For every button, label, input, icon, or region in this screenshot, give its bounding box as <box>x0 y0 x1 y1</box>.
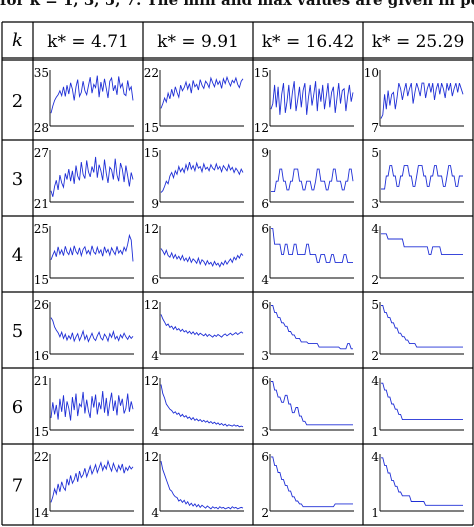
plot-r7-c2-ymax-label: 12 <box>144 450 159 464</box>
plot-r3-c3-ymax-label: 9 <box>261 146 269 160</box>
plot-r5-c3-ymax-label: 6 <box>261 298 269 312</box>
plot-r5-c4-series-line <box>381 305 463 348</box>
plot-r7-c4-ymax-label: 4 <box>371 450 379 464</box>
plot-r3-c2-series-line <box>160 161 244 193</box>
plot-r6-c2-ymin-label: 4 <box>151 425 159 439</box>
plot-r2-c1-series-line <box>50 75 134 114</box>
plot-r6-c1-series-line <box>50 390 134 421</box>
plot-r4-c1-ymax-label: 25 <box>34 222 49 236</box>
plot-r7-c3-ymax-label: 6 <box>261 450 269 464</box>
plot-r2-c4-series-line <box>380 82 464 119</box>
plot-r7-c1-series-line <box>50 459 134 503</box>
plot-r6-c4-ymax-label: 4 <box>371 374 379 388</box>
plot-r7-c2-ymin-label: 4 <box>151 506 159 520</box>
plot-r3-c1-ymin-label: 21 <box>34 197 49 211</box>
plot-r2-c1-ymin-label: 28 <box>34 121 49 135</box>
row-k-label-7: 7 <box>12 476 23 497</box>
plot-r4-c4-ymin-label: 2 <box>371 273 379 287</box>
plot-r2-c2-ymax-label: 22 <box>144 66 159 80</box>
plot-r5-c1-ymax-label: 26 <box>34 298 49 312</box>
row-k-label-5: 5 <box>12 321 23 342</box>
plot-r4-c2-ymin-label: 6 <box>151 273 159 287</box>
plot-r2-c3-series-line <box>270 81 354 115</box>
plot-r5-c2-ymin-label: 4 <box>151 349 159 363</box>
plot-r5-c2-series-line <box>160 314 244 338</box>
plot-r7-c1-ymax-label: 22 <box>34 450 49 464</box>
plot-r3-c3-series-line <box>271 168 354 193</box>
plot-r6-c4-series-line <box>381 382 463 421</box>
plot-r2-c1-ymax-label: 35 <box>34 66 49 80</box>
plot-r5-c1-series-line <box>50 317 134 343</box>
plot-r3-c2-ymin-label: 9 <box>151 197 159 211</box>
table-caption: for k = 1, 3, 5, 7. The min and max valu… <box>0 0 474 9</box>
plot-r4-c2-series-line <box>160 248 244 268</box>
plot-r2-c3-ymax-label: 15 <box>254 66 269 80</box>
plot-r3-c2-ymax-label: 15 <box>144 146 159 160</box>
plot-r2-c4-ymin-label: 7 <box>371 121 379 135</box>
plot-r3-c3-ymin-label: 6 <box>261 197 269 211</box>
plot-r6-c3-ymax-label: 6 <box>261 374 269 388</box>
plot-r7-c4-series-line <box>381 457 463 506</box>
plot-r3-c4-ymin-label: 3 <box>371 197 379 211</box>
plot-r6-c4-ymin-label: 1 <box>371 425 379 439</box>
row-k-label-3: 3 <box>12 169 23 190</box>
plot-r4-c3-ymax-label: 6 <box>261 222 269 236</box>
plot-r2-c2-ymin-label: 15 <box>144 121 159 135</box>
plot-r4-c3-series-line <box>271 228 353 263</box>
row-k-label-6: 6 <box>12 397 23 418</box>
plot-r2-c2-series-line <box>160 75 244 109</box>
plot-r5-c2-ymax-label: 12 <box>144 298 159 312</box>
row-k-label-4: 4 <box>12 245 23 266</box>
plot-r3-c1-ymax-label: 27 <box>34 146 49 160</box>
plot-r5-c4-ymax-label: 5 <box>371 298 379 312</box>
plot-r6-c3-ymin-label: 3 <box>261 425 269 439</box>
header-kstar-1: k* = 4.71 <box>47 32 129 52</box>
plot-r2-c4-ymax-label: 10 <box>364 66 379 80</box>
row-k-label-2: 2 <box>12 91 23 112</box>
plot-r4-c3-ymin-label: 4 <box>261 273 269 287</box>
plot-r3-c1-series-line <box>50 156 134 197</box>
header-k-label: k <box>12 30 23 51</box>
plot-r7-c3-ymin-label: 2 <box>261 506 269 520</box>
header-kstar-3: k* = 16.42 <box>262 32 355 52</box>
plot-r6-c2-series-line <box>160 384 244 428</box>
plot-r4-c1-series-line <box>50 233 134 262</box>
plot-r3-c4-series-line <box>381 165 463 190</box>
plot-r5-c1-ymin-label: 16 <box>34 349 49 363</box>
plot-r7-c1-ymin-label: 14 <box>34 506 50 520</box>
plot-r3-c4-ymax-label: 5 <box>371 146 379 160</box>
header-kstar-2: k* = 9.91 <box>157 32 239 52</box>
plot-r2-c3-ymin-label: 12 <box>254 121 269 135</box>
plot-r4-c2-ymax-label: 12 <box>144 222 159 236</box>
plot-r4-c4-ymax-label: 4 <box>371 222 379 236</box>
plot-r7-c2-series-line <box>160 461 244 510</box>
plot-r7-c3-series-line <box>271 456 353 508</box>
plot-r6-c3-series-line <box>271 381 353 426</box>
plot-r4-c4-series-line <box>381 233 463 256</box>
plot-r7-c4-ymin-label: 1 <box>371 506 379 520</box>
plot-r5-c4-ymin-label: 2 <box>371 349 379 363</box>
plot-r6-c2-ymax-label: 12 <box>144 374 159 388</box>
plot-r6-c1-ymax-label: 21 <box>34 374 49 388</box>
plot-r5-c3-series-line <box>271 305 353 350</box>
plot-r4-c1-ymin-label: 15 <box>34 273 49 287</box>
plot-r5-c3-ymin-label: 3 <box>261 349 269 363</box>
plot-r6-c1-ymin-label: 15 <box>34 425 49 439</box>
header-kstar-4: k* = 25.29 <box>372 32 465 52</box>
